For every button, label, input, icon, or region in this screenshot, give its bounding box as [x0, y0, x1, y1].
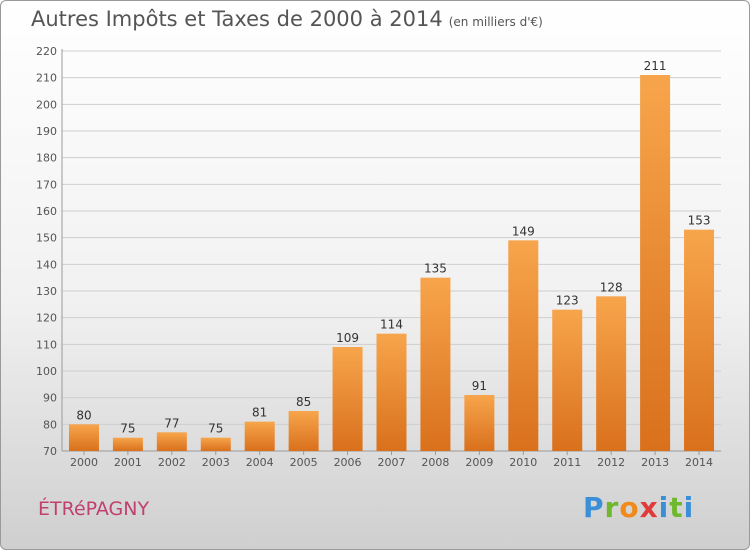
x-tick-label: 2010: [509, 456, 537, 469]
y-tick-label: 180: [36, 152, 57, 165]
y-tick-label: 170: [36, 178, 57, 191]
y-tick-label: 90: [43, 392, 57, 405]
x-tick-label: 2002: [158, 456, 186, 469]
logo-letter: r: [604, 491, 620, 524]
bar: [596, 296, 627, 451]
y-tick-label: 150: [36, 232, 57, 245]
x-tick-label: 2004: [246, 456, 274, 469]
logo-letter: t: [669, 491, 684, 524]
x-tick-label: 2008: [421, 456, 449, 469]
x-tick-label: 2009: [465, 456, 493, 469]
y-tick-label: 190: [36, 125, 57, 138]
x-tick-label: 2011: [553, 456, 581, 469]
x-tick-label: 2014: [685, 456, 713, 469]
bar: [332, 347, 363, 451]
x-tick-label: 2007: [378, 456, 406, 469]
bar: [552, 309, 583, 451]
data-label: 123: [556, 294, 579, 308]
bar: [640, 75, 671, 451]
y-tick-label: 80: [43, 418, 57, 431]
chart-subtitle: (en milliers d'€): [448, 15, 543, 29]
town-name: ÉTRéPAGNY: [38, 498, 150, 520]
data-label: 109: [336, 331, 359, 345]
y-tick-label: 220: [36, 45, 57, 58]
logo-letter: i: [658, 491, 670, 524]
data-label: 149: [512, 224, 535, 238]
data-label: 91: [472, 379, 487, 393]
logo-letter: x: [639, 491, 659, 524]
y-tick-label: 210: [36, 72, 57, 85]
data-label: 114: [380, 318, 403, 332]
x-tick-label: 2003: [202, 456, 230, 469]
bar: [376, 333, 407, 451]
y-tick-label: 160: [36, 205, 57, 218]
data-label: 128: [600, 280, 623, 294]
bar: [684, 229, 715, 451]
data-label: 211: [644, 59, 667, 73]
proxiti-logo: Proxiti: [583, 491, 694, 524]
y-tick-label: 70: [43, 445, 57, 458]
data-label: 75: [120, 422, 135, 436]
bar: [288, 411, 319, 451]
y-tick-label: 120: [36, 312, 57, 325]
bar: [156, 432, 187, 451]
title-text: Autres Impôts et Taxes de 2000 à 2014: [31, 7, 443, 31]
data-label: 135: [424, 262, 447, 276]
x-tick-label: 2013: [641, 456, 669, 469]
data-label: 153: [688, 214, 711, 228]
chart-title: Autres Impôts et Taxes de 2000 à 2014 (en…: [31, 7, 543, 31]
data-label: 85: [296, 395, 311, 409]
y-tick-label: 130: [36, 285, 57, 298]
bar: [464, 395, 495, 451]
bar: [244, 421, 275, 451]
logo-letter: i: [683, 491, 695, 524]
data-label: 80: [76, 408, 91, 422]
x-tick-label: 2006: [334, 456, 362, 469]
y-tick-label: 100: [36, 365, 57, 378]
bar: [112, 437, 143, 451]
x-tick-label: 2001: [114, 456, 142, 469]
bar: [200, 437, 231, 451]
data-label: 77: [164, 416, 179, 430]
x-tick-label: 2012: [597, 456, 625, 469]
logo-letter: P: [583, 491, 605, 524]
x-tick-label: 2005: [290, 456, 318, 469]
bar: [508, 240, 539, 451]
data-label: 81: [252, 406, 267, 420]
y-tick-label: 110: [36, 338, 57, 351]
bar: [68, 424, 99, 451]
bar: [420, 277, 451, 451]
x-tick-label: 2000: [70, 456, 98, 469]
logo-letter: o: [619, 491, 640, 524]
data-label: 75: [208, 422, 223, 436]
y-tick-label: 140: [36, 258, 57, 271]
y-tick-label: 200: [36, 98, 57, 111]
